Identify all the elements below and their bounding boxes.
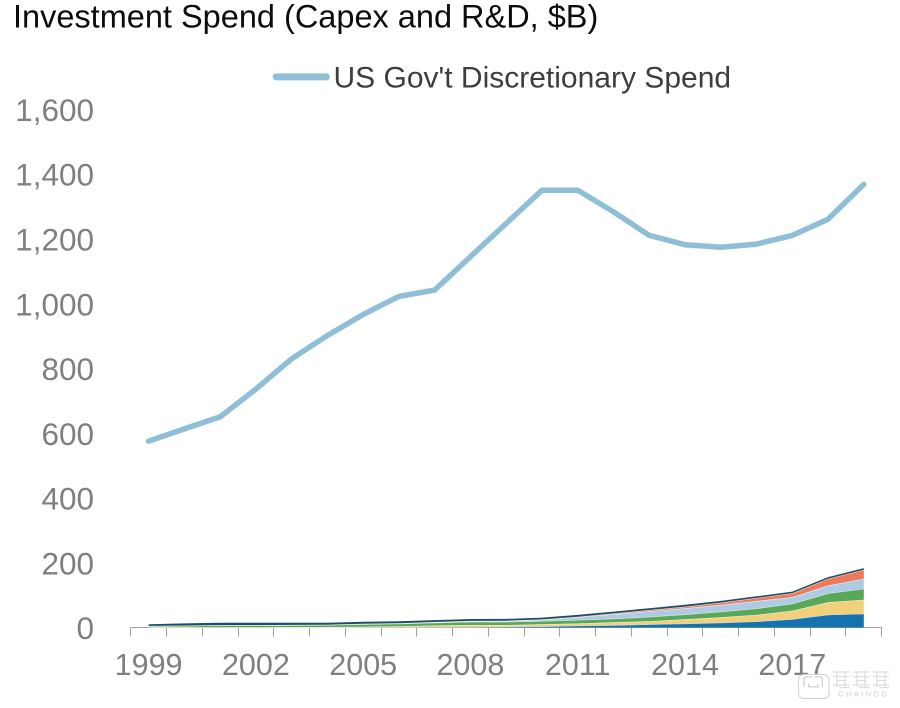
svg-text:2005: 2005 [329,648,397,682]
svg-text:2011: 2011 [545,648,611,682]
svg-text:1,600: 1,600 [15,92,94,128]
svg-text:0: 0 [76,610,94,646]
svg-text:CHAINDD: CHAINDD [838,690,889,699]
svg-text:400: 400 [41,481,94,517]
svg-text:2014: 2014 [651,648,719,682]
svg-text:Investment Spend (Capex and R&: Investment Spend (Capex and R&D, $B) [13,0,598,35]
svg-text:2008: 2008 [436,648,504,682]
svg-text:1999: 1999 [115,648,183,682]
svg-text:600: 600 [41,416,94,452]
svg-text:800: 800 [41,351,94,387]
svg-text:2002: 2002 [222,648,290,682]
svg-text:1,400: 1,400 [15,157,94,193]
svg-text:200: 200 [41,545,94,581]
svg-text:US Gov't Discretionary Spend: US Gov't Discretionary Spend [334,61,732,94]
svg-text:1,000: 1,000 [15,286,94,322]
svg-text:1,200: 1,200 [15,222,94,258]
